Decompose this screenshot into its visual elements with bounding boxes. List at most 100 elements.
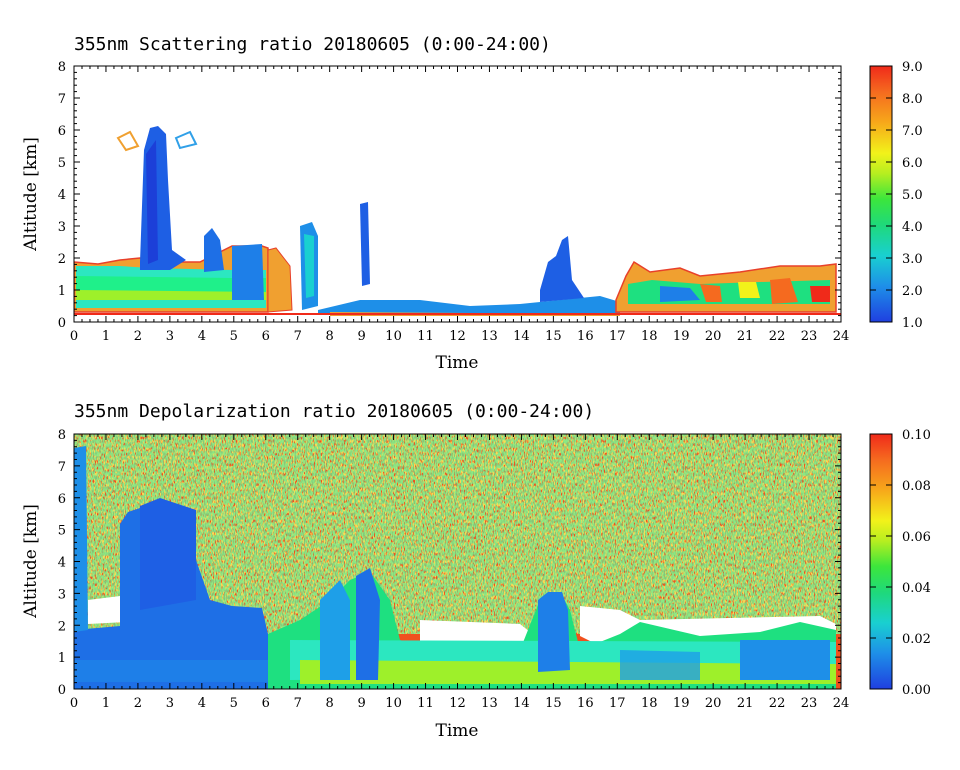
scattering-colorbar-label: 2.0 <box>902 284 923 299</box>
depolarization-x-tick-label: 10 <box>385 696 402 711</box>
scattering-x-tick-label: 7 <box>294 329 302 344</box>
scattering-x-tick-label: 18 <box>641 329 658 344</box>
depolarization-colorbar-label: 0.00 <box>902 683 931 698</box>
scattering-x-tick-label: 1 <box>102 329 110 344</box>
depolarization-x-label: Time <box>436 721 479 741</box>
scattering-title: 355nm Scattering ratio 20180605 (0:00-24… <box>74 34 551 55</box>
depolarization-axes: 0 1 2 3 4 5 6 7 8 9 10 11 12 13 14 15 16 17 18 19 20 21 22 23 24… <box>58 428 850 711</box>
depolarization-x-tick-label: 3 <box>166 696 174 711</box>
depolarization-x-tick-label: 23 <box>801 696 818 711</box>
scattering-x-tick-label: 5 <box>230 329 238 344</box>
depolarization-x-tick-label: 21 <box>737 696 754 711</box>
scattering-x-tick-label: 3 <box>166 329 174 344</box>
depolarization-x-tick-label: 4 <box>198 696 206 711</box>
depolarization-x-tick-label: 1 <box>102 696 110 711</box>
depolarization-x-tick-label: 12 <box>449 696 466 711</box>
depolarization-x-tick-label: 8 <box>326 696 334 711</box>
depolarization-y-tick-label: 6 <box>58 492 66 507</box>
scattering-x-tick-label: 4 <box>198 329 206 344</box>
depolarization-ratio-panel: 355nm Depolarization ratio 20180605 (0:0… <box>21 401 931 741</box>
scattering-x-tick-label: 8 <box>326 329 334 344</box>
scattering-colorbar-label: 9.0 <box>902 60 923 75</box>
depolarization-y-tick-label: 4 <box>58 556 66 571</box>
scattering-x-tick-label: 11 <box>417 329 434 344</box>
depolarization-title: 355nm Depolarization ratio 20180605 (0:0… <box>74 401 594 422</box>
scattering-x-tick-label: 20 <box>705 329 722 344</box>
scattering-axes: 0 1 2 3 4 5 6 7 8 9 10 11 12 13 14 15 16 17 18 19 20 21 22 23 24… <box>58 60 850 344</box>
scattering-x-label: Time <box>436 353 479 373</box>
scattering-colorbar-label: 6.0 <box>902 156 923 171</box>
depolarization-colorbar-label: 0.06 <box>902 530 931 545</box>
scattering-x-tick-label: 17 <box>609 329 626 344</box>
depolarization-x-tick-label: 7 <box>294 696 302 711</box>
scattering-y-tick-label: 2 <box>58 252 66 267</box>
scattering-colorbar-label: 1.0 <box>902 316 923 331</box>
scattering-x-tick-label: 21 <box>737 329 754 344</box>
scattering-colorbar-label: 3.0 <box>902 252 923 267</box>
scattering-y-tick-label: 0 <box>58 316 66 331</box>
scattering-x-tick-label: 13 <box>481 329 498 344</box>
scattering-x-tick-label: 6 <box>262 329 270 344</box>
depolarization-y-tick-label: 7 <box>58 460 66 475</box>
depolarization-x-tick-label: 24 <box>833 696 850 711</box>
depolarization-x-tick-label: 16 <box>577 696 594 711</box>
depolarization-y-tick-label: 2 <box>58 619 66 634</box>
depolarization-colorbar: 0.00 0.02 0.04 0.06 0.08 0.10 <box>869 428 931 698</box>
scattering-y-tick-label: 8 <box>58 60 66 75</box>
depolarization-y-tick-label: 5 <box>58 524 66 539</box>
scattering-y-tick-label: 6 <box>58 124 66 139</box>
depolarization-x-tick-label: 11 <box>417 696 434 711</box>
depolarization-colorbar-label: 0.04 <box>902 581 931 596</box>
depolarization-x-tick-label: 20 <box>705 696 722 711</box>
depolarization-y-tick-label: 8 <box>58 428 66 443</box>
depolarization-colorbar-label: 0.02 <box>902 632 931 647</box>
scattering-x-tick-label: 22 <box>769 329 786 344</box>
scattering-x-tick-label: 24 <box>833 329 850 344</box>
depolarization-x-tick-label: 18 <box>641 696 658 711</box>
depolarization-x-tick-label: 6 <box>262 696 270 711</box>
depolarization-x-tick-label: 15 <box>545 696 562 711</box>
depolarization-x-tick-label: 22 <box>769 696 786 711</box>
scattering-colorbar: 1.0 2.0 3.0 4.0 5.0 6.0 7.0 8.0 9.0 <box>869 60 923 331</box>
depolarization-y-tick-label: 3 <box>58 587 66 602</box>
scattering-x-tick-label: 16 <box>577 329 594 344</box>
depolarization-y-tick-label: 0 <box>58 683 66 698</box>
scattering-ratio-panel: 355nm Scattering ratio 20180605 (0:00-24… <box>21 34 923 373</box>
depolarization-x-tick-label: 0 <box>70 696 78 711</box>
scattering-column-9h <box>360 202 370 286</box>
scattering-y-tick-label: 3 <box>58 220 66 235</box>
scattering-colorbar-label: 4.0 <box>902 220 923 235</box>
depolarization-column-15h <box>538 592 570 672</box>
scattering-y-tick-label: 7 <box>58 92 66 107</box>
scattering-plot-area <box>74 66 841 322</box>
scattering-x-tick-label: 9 <box>357 329 365 344</box>
depolarization-colorbar-gradient <box>869 433 893 690</box>
scattering-x-tick-label: 0 <box>70 329 78 344</box>
depolarization-plot-area <box>74 434 841 689</box>
scattering-colorbar-label: 8.0 <box>902 92 923 107</box>
scattering-x-tick-label: 2 <box>134 329 142 344</box>
scattering-x-tick-label: 23 <box>801 329 818 344</box>
scattering-y-label: Altitude [km] <box>21 137 41 252</box>
depolarization-y-tick-label: 1 <box>58 651 66 666</box>
depolarization-x-tick-label: 14 <box>513 696 530 711</box>
depolarization-colorbar-label: 0.10 <box>902 428 931 443</box>
depolarization-x-tick-label: 19 <box>673 696 690 711</box>
depolarization-y-label: Altitude [km] <box>21 504 41 619</box>
depolarization-x-tick-label: 5 <box>230 696 238 711</box>
scattering-x-tick-label: 12 <box>449 329 466 344</box>
scattering-x-tick-label: 19 <box>673 329 690 344</box>
depolarization-x-tick-label: 2 <box>134 696 142 711</box>
depolarization-x-tick-label: 13 <box>481 696 498 711</box>
depolarization-x-tick-label: 9 <box>357 696 365 711</box>
depolarization-colorbar-label: 0.08 <box>902 479 931 494</box>
scattering-x-tick-label: 15 <box>545 329 562 344</box>
depolarization-x-tick-label: 17 <box>609 696 626 711</box>
scattering-y-tick-label: 5 <box>58 156 66 171</box>
scattering-x-tick-label: 14 <box>513 329 530 344</box>
scattering-y-tick-label: 4 <box>58 188 66 203</box>
scattering-colorbar-label: 7.0 <box>902 124 923 139</box>
scattering-colorbar-label: 5.0 <box>902 188 923 203</box>
scattering-x-tick-label: 10 <box>385 329 402 344</box>
